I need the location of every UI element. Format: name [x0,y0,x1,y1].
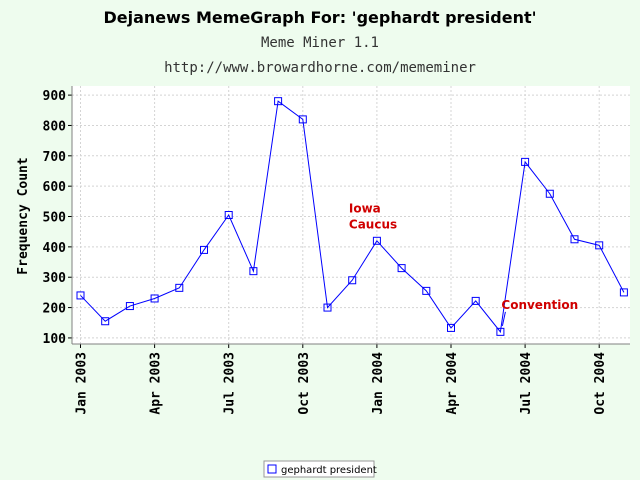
point-mar-2004 [422,286,431,295]
legend-marker [267,464,277,474]
chart-title: Dejanews MemeGraph For: 'gephardt presid… [103,8,536,27]
legend-box [263,460,375,478]
annotation-convention: Convention [501,298,578,312]
tick-label-x-jul-2003: Jul 2003 [223,352,238,415]
tick-label-y-500: 500 [43,211,67,226]
point-sep-2004 [570,235,579,244]
point-aug-2004 [545,189,554,198]
point-nov-2004 [619,288,628,297]
chart-subtitle-url: http://www.browardhorne.com/mememiner [164,60,476,76]
tick-label-y-400: 400 [43,241,67,256]
annotation-convention-pointer [501,311,506,326]
tick-label-x-apr-2003: Apr 2003 [149,352,164,415]
point-feb-2003 [101,317,110,326]
tick-label-x-oct-2003: Oct 2003 [297,352,312,415]
plot-area [72,86,630,344]
point-jul-2003 [224,211,233,219]
point-oct-2004 [595,241,604,250]
annotation-iowa-caucus-line1: Iowa [349,202,381,216]
tick-label-x-jul-2004: Jul 2004 [519,352,534,415]
point-dec-2003 [348,276,357,285]
tick-label-x-jan-2004: Jan 2004 [371,352,386,415]
point-jun-2004 [496,327,505,336]
tick-label-x-jan-2003: Jan 2003 [75,352,90,415]
point-apr-2004 [447,323,455,332]
tick-label-y-900: 900 [43,89,67,104]
annotation-iowa-caucus-line2: Caucus [349,218,397,232]
tick-label-y-800: 800 [43,119,67,134]
annotations: Iowa Caucus Convention [349,202,578,326]
point-oct-2003 [298,115,307,124]
point-aug-2003 [249,267,258,276]
tick-label-y-700: 700 [43,150,67,165]
point-feb-2004 [397,264,406,273]
chart-subtitle: Meme Miner 1.1 [261,35,379,51]
y-axis-label: Frequency Count [16,157,31,274]
point-may-2004 [471,296,480,305]
axes: 100 200 300 400 500 600 700 800 900 Jan 2003 Apr 2… [43,86,630,415]
tick-label-y-300: 300 [43,271,67,286]
legend: gephardt president [263,460,377,478]
tick-label-x-oct-2004: Oct 2004 [593,352,608,415]
tick-label-y-100: 100 [43,332,67,347]
tick-label-x-apr-2004: Apr 2004 [445,352,460,415]
tick-label-y-200: 200 [43,302,67,317]
legend-entry-gephardt-president: gephardt president [281,465,377,476]
tick-label-y-600: 600 [43,180,67,195]
point-sep-2003 [274,97,283,106]
series-line [80,100,625,334]
series-gephardt-president [76,97,628,336]
point-apr-2003 [150,294,159,303]
point-nov-2003 [323,303,332,312]
point-jan-2004 [372,236,381,245]
point-mar-2003 [125,302,134,311]
point-may-2003 [175,283,184,292]
point-jan-2003 [76,291,85,300]
point-jun-2003 [200,245,208,254]
point-jul-2004 [521,157,530,166]
